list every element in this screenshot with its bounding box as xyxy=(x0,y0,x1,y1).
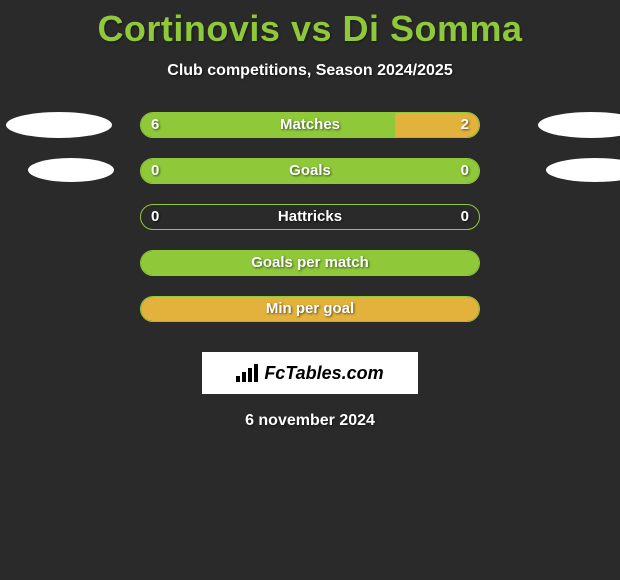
badge-shape-right xyxy=(538,112,620,138)
bar-container: Min per goal xyxy=(140,296,480,322)
logo-text: FcTables.com xyxy=(236,363,383,384)
bar-container: 0 Goals 0 xyxy=(140,158,480,184)
bar-container: 6 Matches 2 xyxy=(140,112,480,138)
badge-shape-left xyxy=(6,112,112,138)
value-right: 2 xyxy=(461,116,469,133)
stat-row-hattricks: 0 Hattricks 0 xyxy=(0,204,620,250)
value-right: 0 xyxy=(461,162,469,179)
badge-shape-right xyxy=(546,158,620,182)
bar-container: Goals per match xyxy=(140,250,480,276)
stat-row-matches: 6 Matches 2 xyxy=(0,112,620,158)
badge-shape-left xyxy=(28,158,114,182)
bar-container: 0 Hattricks 0 xyxy=(140,204,480,230)
chart-icon xyxy=(236,364,260,382)
stat-row-goals-per-match: Goals per match xyxy=(0,250,620,296)
subtitle: Club competitions, Season 2024/2025 xyxy=(0,62,620,80)
stat-label: Goals per match xyxy=(141,254,479,271)
footer-date: 6 november 2024 xyxy=(0,412,620,430)
stat-label: Matches xyxy=(141,116,479,133)
logo-label: FcTables.com xyxy=(264,363,383,384)
fctables-logo: FcTables.com xyxy=(202,352,418,394)
stat-label: Hattricks xyxy=(141,208,479,225)
value-right: 0 xyxy=(461,208,469,225)
stat-row-min-per-goal: Min per goal xyxy=(0,296,620,342)
stat-row-goals: 0 Goals 0 xyxy=(0,158,620,204)
comparison-chart: 6 Matches 2 0 Goals 0 0 Hattricks 0 xyxy=(0,112,620,342)
stat-label: Goals xyxy=(141,162,479,179)
stat-label: Min per goal xyxy=(141,300,479,317)
page-title: Cortinovis vs Di Somma xyxy=(0,0,620,50)
